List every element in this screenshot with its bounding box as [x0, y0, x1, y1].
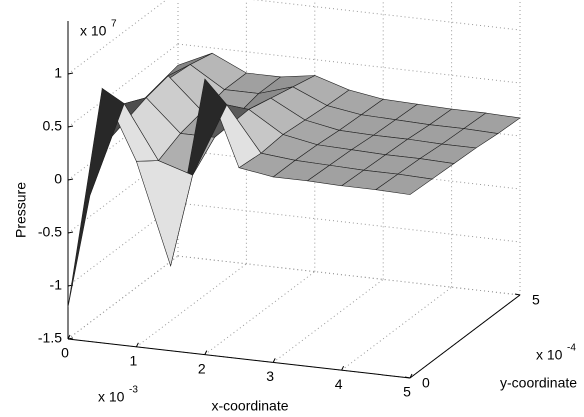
z-scale-exponent: 7 — [111, 19, 117, 30]
grid-line — [204, 271, 316, 355]
tick-mark — [514, 293, 521, 296]
grid-line — [252, 0, 521, 31]
axis-line — [409, 294, 521, 379]
tick-mark — [341, 365, 345, 371]
grid-line — [177, 202, 521, 243]
x-scale-exponent: -3 — [129, 385, 138, 396]
grid-line — [177, 43, 521, 84]
tick-mark — [67, 231, 74, 234]
tick-mark — [409, 373, 413, 379]
grid-line — [67, 149, 179, 234]
tick-mark — [67, 178, 74, 181]
x-tick-label: 2 — [198, 360, 206, 376]
grid-line — [67, 0, 167, 75]
surface-patch — [67, 87, 125, 308]
tick-mark — [272, 358, 276, 363]
grid-line — [67, 96, 179, 181]
x-tick-label: 1 — [130, 353, 138, 369]
tick-mark — [204, 350, 208, 355]
x-axis-label: x-coordinate — [211, 398, 288, 414]
z-tick-label: -1 — [50, 277, 63, 293]
grid-line — [67, 255, 179, 340]
y-scale-exponent: -4 — [567, 343, 576, 354]
grid-line — [67, 43, 179, 128]
x-tick-label: 0 — [61, 345, 69, 361]
y-tick-label: 5 — [532, 292, 540, 308]
grid-line — [341, 286, 452, 371]
x-scale-base: x 10 — [98, 389, 125, 405]
tick-mark — [67, 72, 74, 75]
grid-line — [177, 255, 521, 296]
z-tick-label: -0.5 — [38, 224, 62, 240]
z-tick-label: 1 — [54, 65, 62, 81]
z-axis-label: Pressure — [13, 182, 29, 238]
tick-mark — [135, 342, 139, 348]
grid-line — [136, 263, 247, 348]
grid-line — [272, 279, 384, 363]
tick-mark — [67, 337, 74, 340]
z-tick-label: 0 — [54, 171, 62, 187]
z-scale-base: x 10 — [80, 23, 107, 39]
tick-mark — [404, 376, 411, 379]
y-scale-base: x 10 — [536, 347, 563, 363]
tick-mark — [67, 334, 71, 340]
y-tick-label: 0 — [422, 375, 430, 391]
x-tick-label: 3 — [266, 368, 274, 384]
x-tick-label: 5 — [403, 384, 411, 400]
axis-line — [67, 338, 411, 379]
z-tick-label: -1.5 — [38, 330, 62, 346]
grid-line — [67, 202, 179, 287]
x-tick-label: 4 — [335, 376, 343, 392]
y-axis-label: y-coordinate — [500, 375, 577, 391]
tick-mark — [67, 125, 74, 128]
z-tick-label: 0.5 — [43, 118, 63, 134]
surface-patch — [135, 160, 193, 267]
